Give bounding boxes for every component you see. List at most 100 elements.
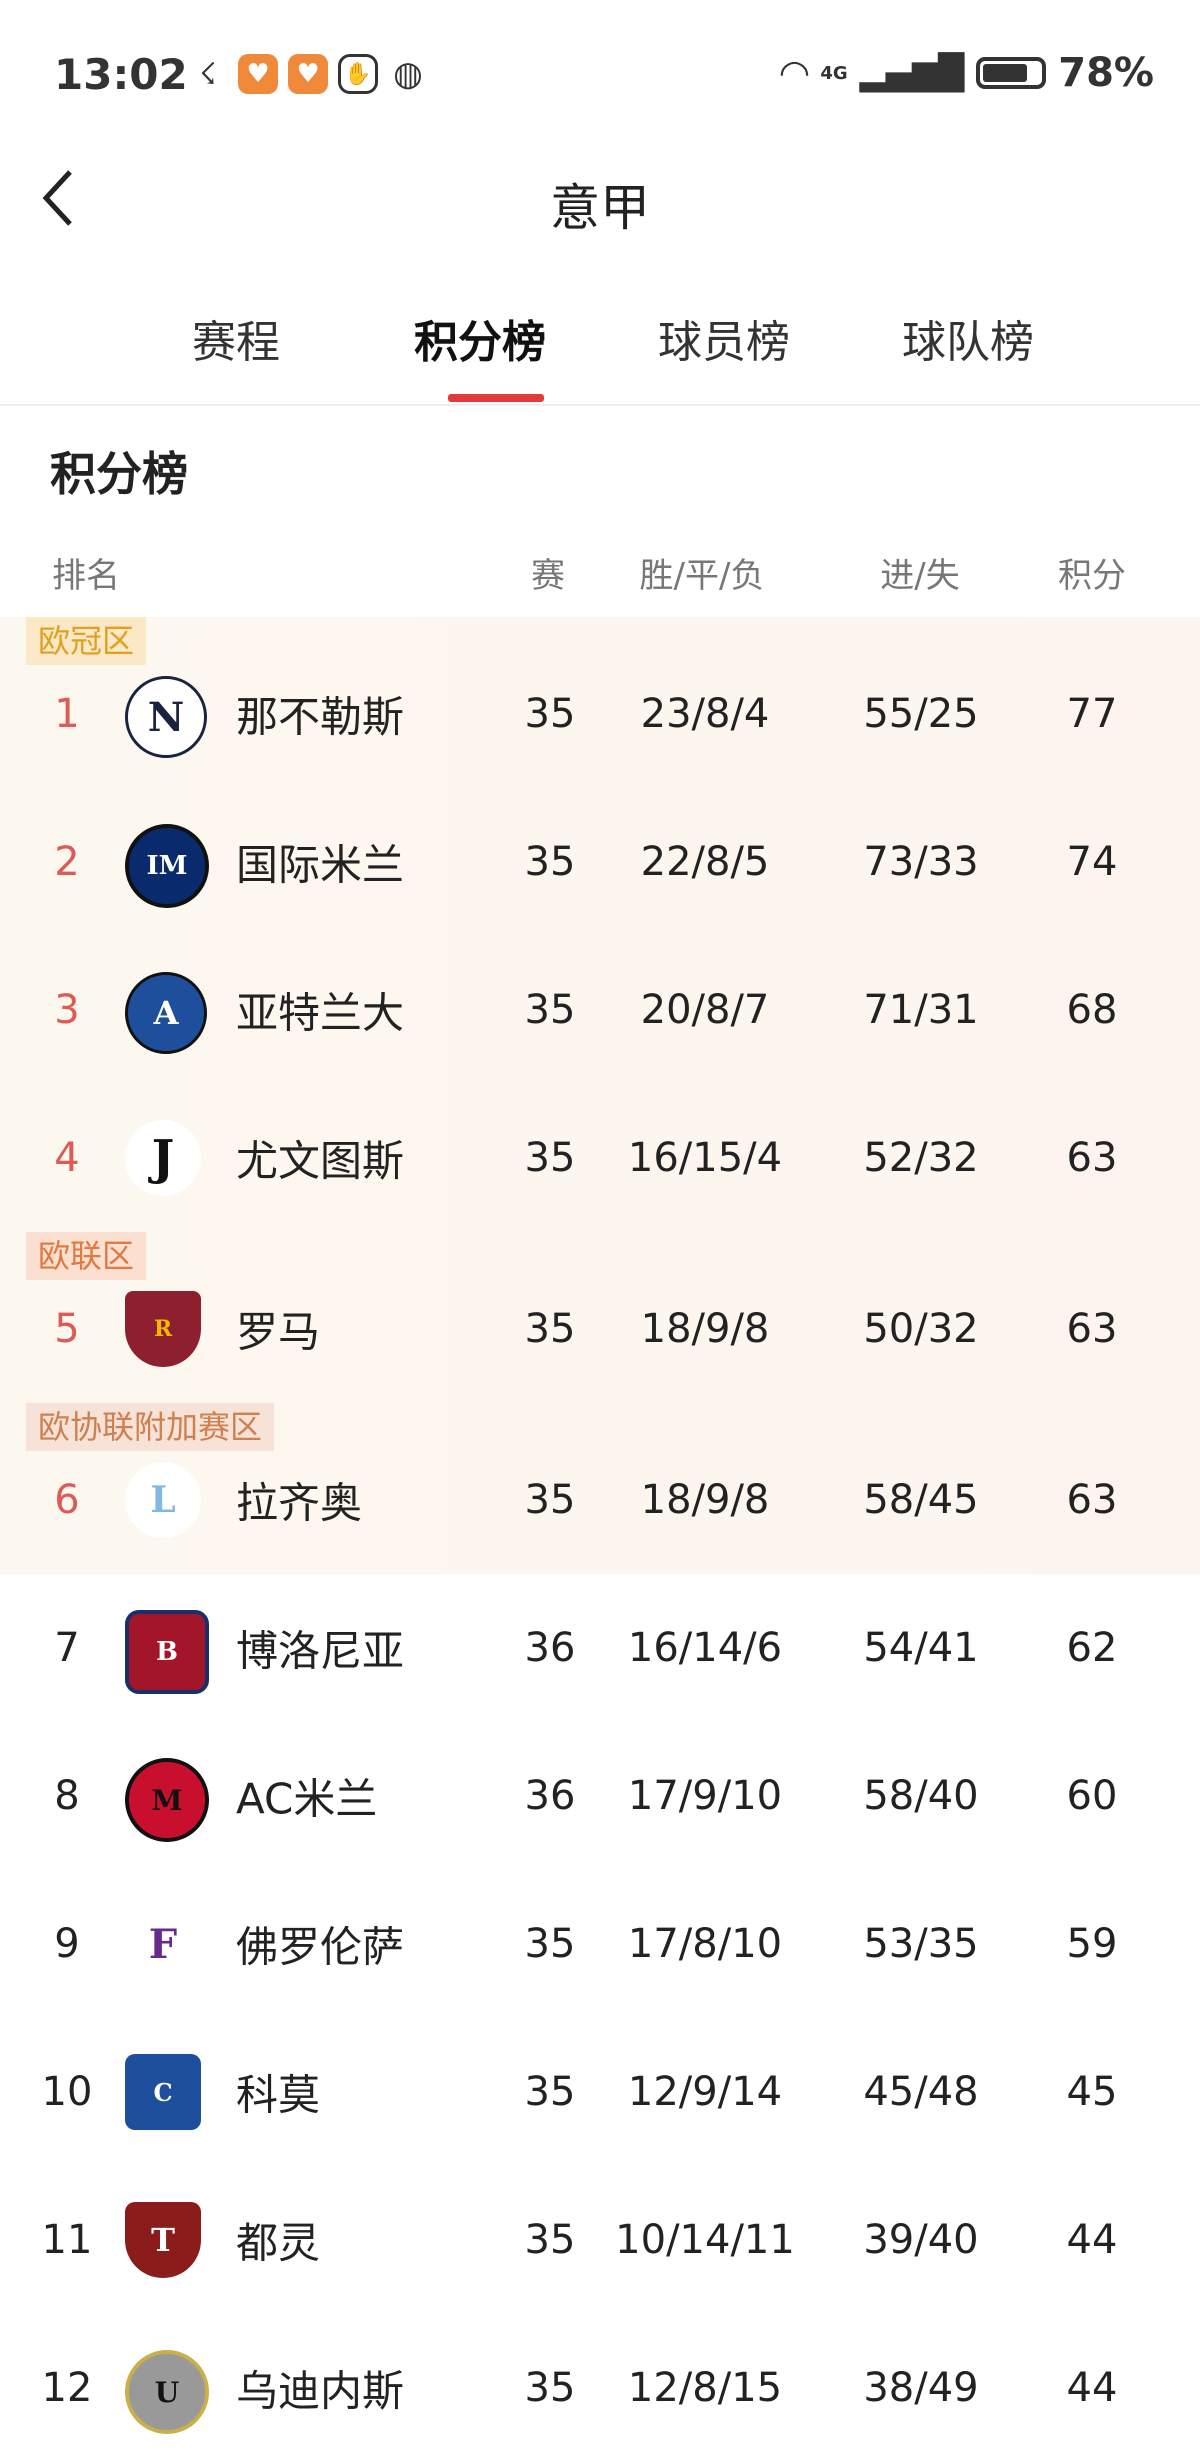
wdl: 17/8/10 <box>627 1921 783 1967</box>
team-logo: U <box>125 2350 209 2434</box>
table-row[interactable]: 3 A 亚特兰大 35 20/8/7 71/31 68 <box>0 936 1200 1084</box>
table-row[interactable]: 12 U 乌迪内斯 35 12/8/15 38/49 44 <box>0 2314 1200 2462</box>
signal-icon: ▂▄▆█ <box>859 53 965 93</box>
app-icon: ♥ <box>238 54 278 94</box>
wdl: 17/9/10 <box>627 1773 783 1819</box>
played: 35 <box>524 1306 576 1352</box>
status-bar: 13:02 ☇ ♥ ♥ ✋ ◍ ◠ 4G ▂▄▆█ 78% <box>0 0 1200 150</box>
goals: 53/35 <box>863 1921 979 1967</box>
zone-label: 欧联区 <box>26 1232 147 1280</box>
table-row[interactable]: 2 IM 国际米兰 35 22/8/5 73/33 74 <box>0 788 1200 936</box>
team-name: 都灵 <box>236 2218 321 2268</box>
team-logo: A <box>125 972 207 1054</box>
wdl: 10/14/11 <box>615 2217 795 2263</box>
rank: 11 <box>41 2217 93 2263</box>
goals: 54/41 <box>863 1625 979 1671</box>
tab-teams[interactable]: 球队榜 <box>868 306 1068 370</box>
table-row[interactable]: 9 F 佛罗伦萨 35 17/8/10 53/35 59 <box>0 1870 1200 2018</box>
team-logo: L <box>125 1462 201 1538</box>
table-row[interactable]: 10 C 科莫 35 12/9/14 45/48 45 <box>0 2018 1200 2166</box>
points: 63 <box>1066 1306 1118 1352</box>
active-tab-indicator <box>448 394 544 402</box>
wdl: 16/14/6 <box>627 1625 783 1671</box>
played: 35 <box>524 2217 576 2263</box>
wdl: 22/8/5 <box>640 839 770 885</box>
rank: 4 <box>54 1135 80 1181</box>
team-name: 博洛尼亚 <box>236 1626 405 1676</box>
points: 63 <box>1066 1135 1118 1181</box>
team-logo: M <box>125 1758 209 1842</box>
goals: 38/49 <box>863 2365 979 2411</box>
table-row[interactable]: 欧协联附加赛区 6 L 拉齐奥 35 18/9/8 58/45 63 <box>0 1403 1200 1574</box>
wdl: 23/8/4 <box>640 691 770 737</box>
points: 44 <box>1066 2217 1118 2263</box>
standings-table: 欧冠区 1 N 那不勒斯 35 23/8/4 55/25 77 2 IM 国际米… <box>0 617 1200 2462</box>
goals: 73/33 <box>863 839 979 885</box>
played: 35 <box>524 1135 576 1181</box>
points: 77 <box>1066 691 1118 737</box>
team-name: 拉齐奥 <box>236 1478 363 1528</box>
points: 60 <box>1066 1773 1118 1819</box>
played: 35 <box>524 1921 576 1967</box>
team-name: 那不勒斯 <box>236 692 405 742</box>
team-name: 乌迪内斯 <box>236 2366 405 2416</box>
tab-label: 积分榜 <box>414 317 546 368</box>
points: 62 <box>1066 1625 1118 1671</box>
team-logo: B <box>125 1610 209 1694</box>
table-row[interactable]: 8 M AC米兰 36 17/9/10 58/40 60 <box>0 1722 1200 1870</box>
goals: 58/45 <box>863 1477 979 1523</box>
section-title: 积分榜 <box>50 447 188 501</box>
network-type: 4G <box>820 62 848 84</box>
table-row[interactable]: 7 B 博洛尼亚 36 16/14/6 54/41 62 <box>0 1574 1200 1722</box>
tab-label: 球队榜 <box>902 317 1034 368</box>
team-name: 科莫 <box>236 2070 321 2120</box>
table-header: 排名 赛 胜/平/负 进/失 积分 <box>0 548 1200 598</box>
chevron-left-icon <box>42 170 72 226</box>
missed-call-icon: ☇ <box>199 56 217 92</box>
played: 35 <box>524 1477 576 1523</box>
rank: 9 <box>54 1921 80 1967</box>
col-goals: 进/失 <box>880 556 960 596</box>
nav-bar: 意甲 <box>0 150 1200 250</box>
globe-icon: ◍ <box>393 54 423 94</box>
tab-schedule[interactable]: 赛程 <box>136 306 336 370</box>
col-points: 积分 <box>1058 556 1126 596</box>
rank: 6 <box>54 1477 80 1523</box>
played: 35 <box>524 691 576 737</box>
rank: 3 <box>54 987 80 1033</box>
goals: 58/40 <box>863 1773 979 1819</box>
wdl: 18/9/8 <box>640 1306 770 1352</box>
table-row[interactable]: 欧冠区 1 N 那不勒斯 35 23/8/4 55/25 77 <box>0 617 1200 788</box>
played: 35 <box>524 2069 576 2115</box>
played: 35 <box>524 987 576 1033</box>
team-logo: J <box>125 1120 201 1196</box>
team-name: 佛罗伦萨 <box>236 1922 405 1972</box>
goals: 45/48 <box>863 2069 979 2115</box>
tab-players[interactable]: 球员榜 <box>624 306 824 370</box>
team-name: 罗马 <box>236 1307 321 1357</box>
played: 36 <box>524 1625 576 1671</box>
points: 59 <box>1066 1921 1118 1967</box>
goals: 39/40 <box>863 2217 979 2263</box>
team-logo: C <box>125 2054 201 2130</box>
points: 68 <box>1066 987 1118 1033</box>
tab-standings[interactable]: 积分榜 <box>380 306 580 402</box>
back-button[interactable] <box>38 168 82 228</box>
table-row[interactable]: 4 J 尤文图斯 35 16/15/4 52/32 63 <box>0 1084 1200 1232</box>
team-logo: R <box>125 1291 201 1367</box>
app-icon: ♥ <box>288 54 328 94</box>
wdl: 20/8/7 <box>640 987 770 1033</box>
hand-icon: ✋ <box>338 54 378 94</box>
wdl: 12/9/14 <box>627 2069 783 2115</box>
played: 35 <box>524 2365 576 2411</box>
team-logo: T <box>125 2202 201 2278</box>
goals: 50/32 <box>863 1306 979 1352</box>
battery-icon <box>976 57 1047 89</box>
table-row[interactable]: 欧联区 5 R 罗马 35 18/9/8 50/32 63 <box>0 1232 1200 1403</box>
wifi-icon: ◠ <box>780 52 809 94</box>
team-name: 国际米兰 <box>236 840 405 890</box>
team-name: 尤文图斯 <box>236 1136 405 1186</box>
table-row[interactable]: 11 T 都灵 35 10/14/11 39/40 44 <box>0 2166 1200 2314</box>
goals: 71/31 <box>863 987 979 1033</box>
wdl: 12/8/15 <box>627 2365 783 2411</box>
